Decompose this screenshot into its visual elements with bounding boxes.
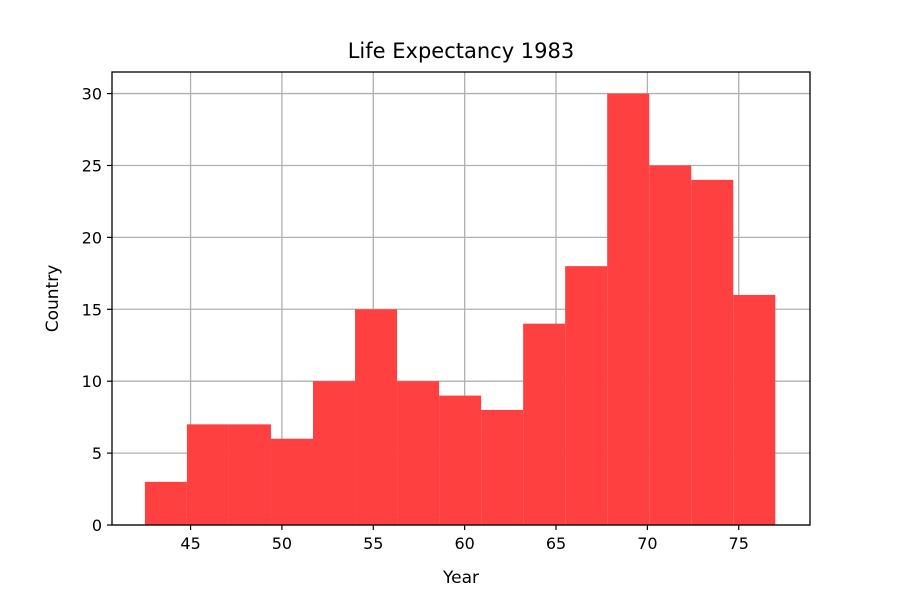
histogram-bar [439,395,482,525]
x-tick-label: 60 [454,534,474,553]
histogram-bar [565,266,608,525]
y-tick-label: 20 [82,228,102,247]
y-tick-label: 5 [92,444,102,463]
histogram-bar [649,165,692,525]
histogram-bar [523,323,566,525]
histogram-bar [228,424,271,525]
y-tick-label: 15 [82,300,102,319]
histogram-bar [691,179,734,525]
x-tick-label: 65 [546,534,566,553]
y-tick-label: 10 [82,372,102,391]
histogram-bar [144,481,187,525]
x-tick-label: 45 [180,534,200,553]
histogram-bar [355,309,398,525]
x-axis-title: Year [442,568,479,588]
histogram-bar [397,381,440,525]
y-tick-label: 30 [82,85,102,104]
ticks: 45 50 55 60 65 70 75 0 5 10 15 20 25 30 [82,85,749,553]
histogram-bar [607,93,650,526]
x-tick-label: 70 [637,534,657,553]
x-tick-label: 50 [272,534,292,553]
plot-frame [111,71,811,526]
x-tick-label: 55 [363,534,383,553]
x-tick-label: 75 [729,534,749,553]
y-tick-label: 0 [92,516,102,535]
histogram-bar [270,438,313,525]
histogram-bar [481,409,524,525]
chart-title: Life Expectancy 1983 [348,39,575,63]
y-axis-title: Country [43,265,63,333]
bars [144,93,776,526]
histogram-bar [733,294,776,525]
histogram-bar [312,381,356,525]
y-tick-label: 25 [82,156,102,175]
histogram-bar [186,424,229,525]
